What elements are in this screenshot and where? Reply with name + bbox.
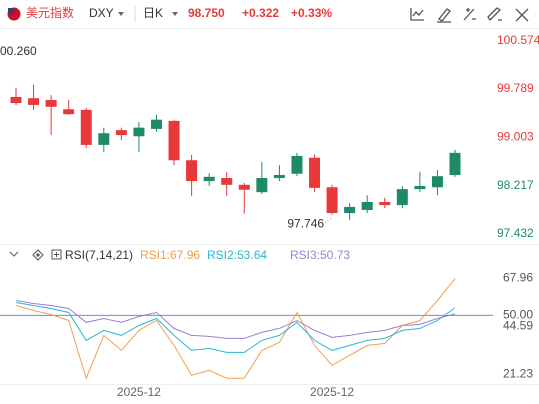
indicator-title[interactable]: RSI(7,14,21) [65,248,133,262]
y-tick-label: 67.96 [503,271,533,285]
y-tick-label: 21.23 [503,366,533,380]
change-percent: +0.33% [291,6,332,20]
candle-body [291,155,303,174]
candle-body [115,130,127,136]
y-tick-label: 99.003 [497,129,534,143]
candle-body [10,96,22,104]
dropdown-arrow[interactable] [172,12,178,16]
candle-body [326,187,338,214]
candle-body [309,157,321,188]
candle-body [431,176,443,188]
x-tick-label: 2025-12 [117,385,161,399]
candle-body [168,120,180,161]
settings-icon[interactable] [32,249,44,261]
candle-body [150,119,162,129]
candle-body [203,176,215,182]
annotation: 00.260 [0,44,37,58]
candle-body [63,109,75,115]
tool-icon[interactable] [437,8,451,23]
candle-body [449,152,461,175]
tool-icon[interactable] [410,8,424,21]
tool-icon[interactable] [515,8,529,22]
collapse-icon[interactable] [9,251,19,257]
rsi-line [15,278,456,380]
y-tick-label: 99.789 [497,81,534,95]
candle-body [256,178,268,193]
flag [7,7,21,21]
y-tick-label: 97.432 [497,226,534,240]
candle-body [414,186,426,190]
x-tick-label: 2025-12 [310,385,354,399]
y-tick-label: 98.217 [497,178,534,192]
candle-body [273,174,285,179]
indicator-icon-plus [54,252,59,257]
legend-entry: RSI1:67.96 [140,248,200,262]
legend-entry: RSI3:50.73 [290,248,350,262]
price: 98.750 [188,6,225,20]
settings-icon-dot [36,253,40,257]
y-tick-label: 100.574 [497,33,539,47]
tool-icon[interactable] [463,8,476,21]
candle-body [396,189,408,206]
candle-body [80,109,92,145]
change: +0.322 [242,6,279,20]
symbol-name[interactable]: 美元指数 [26,5,74,20]
candle-body [379,202,391,206]
candle-body [221,178,233,185]
annotation: 97.746 [287,217,324,231]
legend-entry: RSI2:53.64 [207,248,267,262]
rsi-line [15,302,456,353]
candle-body [28,98,40,105]
candle-body [238,184,250,190]
candle-body [45,100,57,107]
annotation-leader [324,218,332,223]
y-tick-label: 44.59 [503,319,533,333]
tool-icon[interactable] [487,7,502,22]
indicator-icon[interactable] [51,249,62,260]
dropdown-arrow[interactable] [118,12,124,16]
candle-body [361,202,373,210]
symbol-code[interactable]: DXY [89,6,114,20]
period[interactable]: 日K [143,6,163,20]
y-tick-label: 50.00 [503,308,533,322]
toolbar [410,7,529,23]
candle-body [186,160,198,182]
rsi-line [15,300,456,339]
candle-body [98,133,110,145]
candle-body [133,127,145,137]
candle-body [344,206,356,214]
